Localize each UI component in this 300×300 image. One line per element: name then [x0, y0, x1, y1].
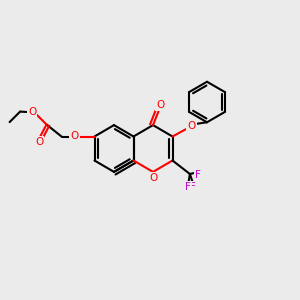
Text: F: F	[190, 182, 196, 192]
Text: F: F	[195, 169, 201, 180]
Text: O: O	[70, 130, 79, 141]
Text: F: F	[185, 182, 191, 192]
Text: O: O	[149, 173, 157, 183]
Text: O: O	[156, 100, 165, 110]
Text: O: O	[35, 136, 43, 147]
Text: O: O	[28, 106, 36, 117]
Text: O: O	[187, 121, 196, 131]
